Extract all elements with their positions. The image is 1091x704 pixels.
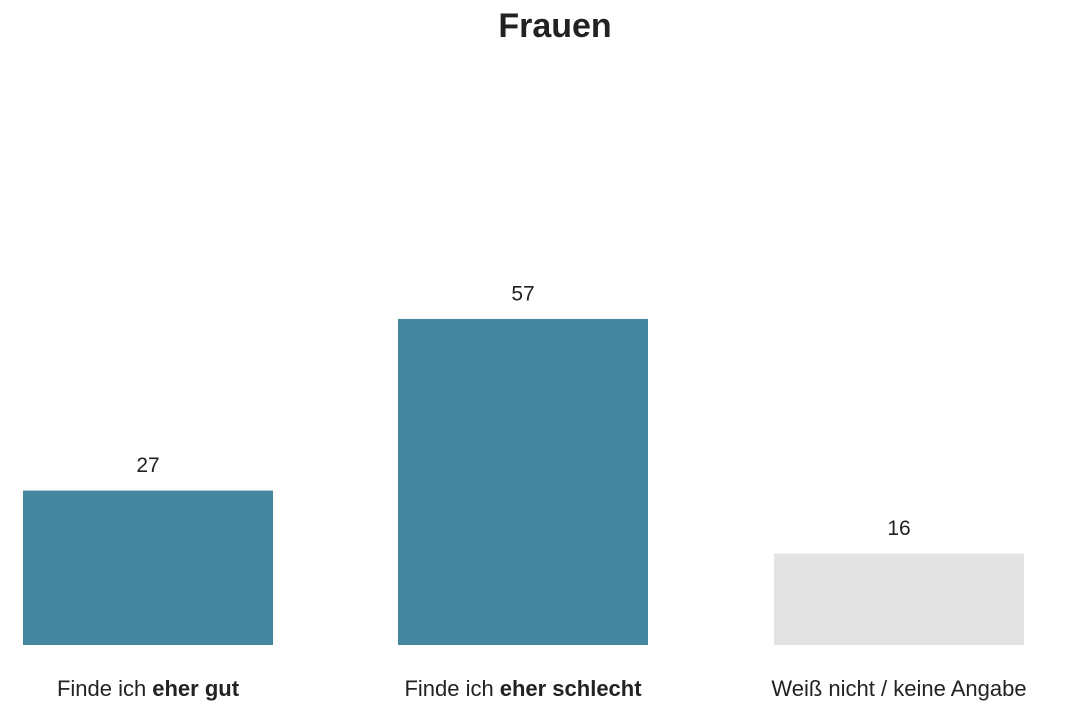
value-label: 16 xyxy=(887,517,910,540)
label-part: Finde ich xyxy=(404,676,493,701)
label-part: Weiß nicht / keine Angabe xyxy=(771,676,1026,701)
value-label: 57 xyxy=(511,283,534,306)
value-label: 27 xyxy=(136,454,159,477)
label-part: eher gut xyxy=(152,676,239,701)
bar xyxy=(774,553,1024,645)
chart-title: Frauen xyxy=(498,7,611,45)
bar xyxy=(23,490,273,645)
label-part: eher schlecht xyxy=(500,676,643,701)
bar xyxy=(398,318,648,645)
x-tick-label: Weiß nicht / keine Angabe xyxy=(771,676,1026,701)
x-tick-label: Finde ich eher gut xyxy=(57,676,240,701)
x-tick-label: Finde ich eher schlecht xyxy=(404,676,642,701)
label-part: Finde ich xyxy=(57,676,146,701)
